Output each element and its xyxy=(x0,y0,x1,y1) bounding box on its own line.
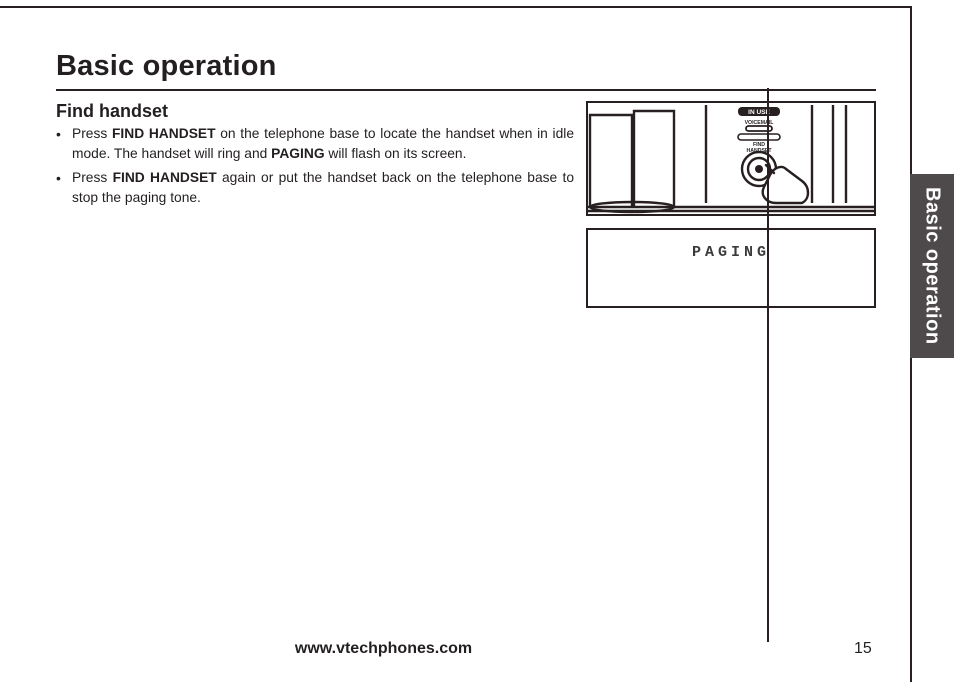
section-tab-label: Basic operation xyxy=(921,187,944,345)
bold-run: FIND HANDSET xyxy=(113,170,217,185)
page-number: 15 xyxy=(854,640,872,658)
manual-page: Basic operation Basic operation Find han… xyxy=(0,0,954,682)
base-illustration-svg: IN USE VOICEMAIL FIND HANDSET xyxy=(588,103,876,216)
content-right-rule xyxy=(767,88,769,642)
section-tab: Basic operation xyxy=(910,174,954,358)
top-rule xyxy=(0,6,910,8)
figure-column: IN USE VOICEMAIL FIND HANDSET PAGING xyxy=(586,101,876,308)
title-rule xyxy=(56,89,876,91)
base-illustration: IN USE VOICEMAIL FIND HANDSET xyxy=(586,101,876,216)
text-run: Press xyxy=(72,126,112,141)
page-title: Basic operation xyxy=(56,50,876,83)
text-run: Press xyxy=(72,170,113,185)
bold-run: FIND HANDSET xyxy=(112,126,216,141)
text-run: will flash on its screen. xyxy=(325,146,467,161)
content-area: Basic operation Find handset Press FIND … xyxy=(56,50,876,308)
instruction-list: Press FIND HANDSET on the telephone base… xyxy=(56,124,574,208)
lcd-text: PAGING xyxy=(692,244,770,261)
text-column: Find handset Press FIND HANDSET on the t… xyxy=(56,101,574,308)
body-row: Find handset Press FIND HANDSET on the t… xyxy=(56,101,876,308)
subheading: Find handset xyxy=(56,101,574,122)
bold-run: PAGING xyxy=(271,146,324,161)
list-item: Press FIND HANDSET on the telephone base… xyxy=(56,124,574,164)
list-item: Press FIND HANDSET again or put the hand… xyxy=(56,168,574,208)
footer-url: www.vtechphones.com xyxy=(0,640,767,658)
voicemail-label: VOICEMAIL xyxy=(745,120,775,126)
lcd-screen: PAGING xyxy=(586,228,876,308)
